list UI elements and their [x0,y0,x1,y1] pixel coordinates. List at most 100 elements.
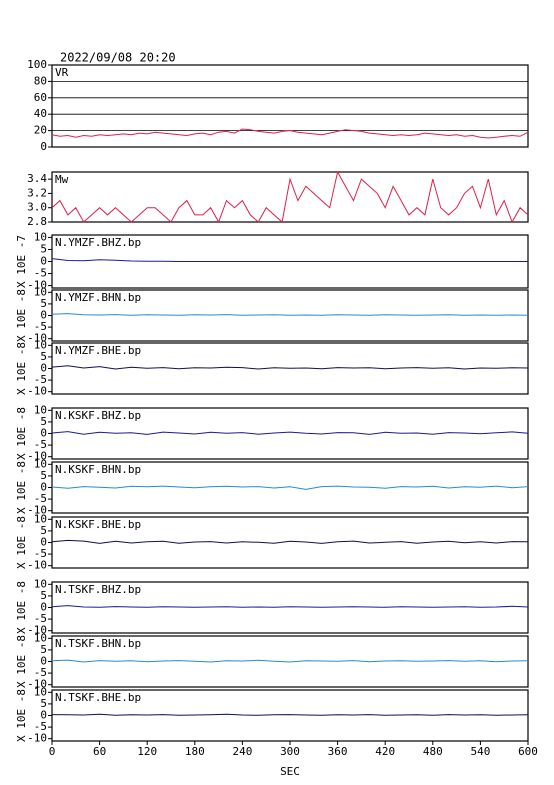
x-tick-label: 420 [375,745,395,758]
y-tick-label: -10 [27,385,47,398]
y-axis-label: X 10E -8 [15,581,28,634]
y-tick-label: 10 [34,230,47,243]
x-tick-label: 240 [232,745,252,758]
panel-label: N.YMZF.BHZ.bp [55,236,141,249]
y-tick-label: 40 [34,107,47,120]
y-tick-label: -5 [34,492,47,505]
y-tick-label: -5 [34,438,47,451]
y-tick-label: 10 [34,577,47,590]
y-tick-label: -10 [27,504,47,517]
panel-label: Mw [55,173,69,186]
y-tick-label: 5 [40,643,47,656]
y-tick-label: -10 [27,279,47,292]
panel-label: VR [55,66,69,79]
y-tick-label: 3.4 [27,172,47,185]
data-line [51,659,529,663]
x-tick-label: 540 [470,745,490,758]
y-tick-label: -10 [27,559,47,572]
y-tick-label: 3.0 [27,201,47,214]
y-tick-label: -5 [34,320,47,333]
y-tick-label: -5 [34,720,47,733]
data-line [51,313,529,316]
y-tick-label: 2.8 [27,215,47,228]
data-line [51,431,529,435]
y-tick-label: 5 [40,242,47,255]
data-line [51,713,529,716]
y-axis-label: X 10E -8 [15,407,28,460]
y-tick-label: 5 [40,350,47,363]
data-line [51,605,529,608]
y-tick-label: 80 [34,74,47,87]
y-tick-label: 0 [40,601,47,614]
y-tick-label: 10 [34,285,47,298]
y-tick-label: 5 [40,469,47,482]
y-axis-label: X 10E -8 [15,516,28,569]
y-tick-label: -5 [34,267,47,280]
y-tick-label: -10 [27,450,47,463]
data-line [51,128,529,139]
y-axis-label: X 10E -8 [15,342,28,395]
y-tick-label: 5 [40,297,47,310]
panel-label: N.YMZF.BHE.bp [55,344,141,357]
x-tick-label: 0 [49,745,56,758]
y-axis-label: X 10E -8 [15,289,28,342]
x-tick-label: 300 [280,745,300,758]
panel-label: N.KSKF.BHN.bp [55,463,141,476]
y-tick-label: 60 [34,91,47,104]
panel-label: N.TSKF.BHN.bp [55,637,141,650]
y-tick-label: 100 [27,58,47,71]
y-tick-label: 10 [34,403,47,416]
panel-label: N.KSKF.BHZ.bp [55,409,141,422]
data-line [51,365,529,370]
panel-label: N.TSKF.BHE.bp [55,691,141,704]
panel-label: N.TSKF.BHZ.bp [55,583,141,596]
panel-label: N.YMZF.BHN.bp [55,291,141,304]
y-tick-label: 10 [34,457,47,470]
data-line [51,170,529,224]
panel-frame [51,171,529,223]
y-tick-label: -5 [34,666,47,679]
data-line [51,258,528,262]
y-tick-label: 5 [40,589,47,602]
y-axis-label: X 10E -7 [15,235,28,288]
y-tick-label: 0 [40,309,47,322]
y-tick-label: 0 [40,362,47,375]
y-tick-label: -10 [27,624,47,637]
y-tick-label: 10 [34,631,47,644]
y-tick-label: 5 [40,697,47,710]
x-tick-label: 600 [518,745,538,758]
y-tick-label: 0 [40,655,47,668]
figure-title: 2022/09/08 20:20 [60,51,176,65]
data-line [51,485,529,490]
y-tick-label: -5 [34,547,47,560]
y-tick-label: 5 [40,524,47,537]
data-line [51,539,529,544]
y-axis-label: X 10E -8 [15,461,28,514]
y-tick-label: -10 [27,332,47,345]
y-tick-label: 0 [40,536,47,549]
x-tick-label: 60 [93,745,106,758]
y-tick-label: 10 [34,685,47,698]
x-tick-label: 480 [423,745,443,758]
y-tick-label: -10 [27,678,47,691]
y-tick-label: 0 [40,255,47,268]
y-axis-label: X 10E -8 [15,689,28,742]
y-tick-label: 0 [40,709,47,722]
y-tick-label: 5 [40,415,47,428]
y-tick-label: -5 [34,373,47,386]
y-tick-label: 0 [40,140,47,153]
y-tick-label: 0 [40,427,47,440]
x-axis-label: SEC [280,765,300,778]
x-tick-label: 180 [185,745,205,758]
y-tick-label: 0 [40,481,47,494]
y-tick-label: 3.2 [27,186,47,199]
y-tick-label: -5 [34,612,47,625]
y-tick-label: 10 [34,512,47,525]
y-tick-label: 20 [34,124,47,137]
y-axis-label: X 10E -8 [15,635,28,688]
panel-label: N.KSKF.BHE.bp [55,518,141,531]
x-tick-label: 360 [328,745,348,758]
x-tick-label: 120 [137,745,157,758]
